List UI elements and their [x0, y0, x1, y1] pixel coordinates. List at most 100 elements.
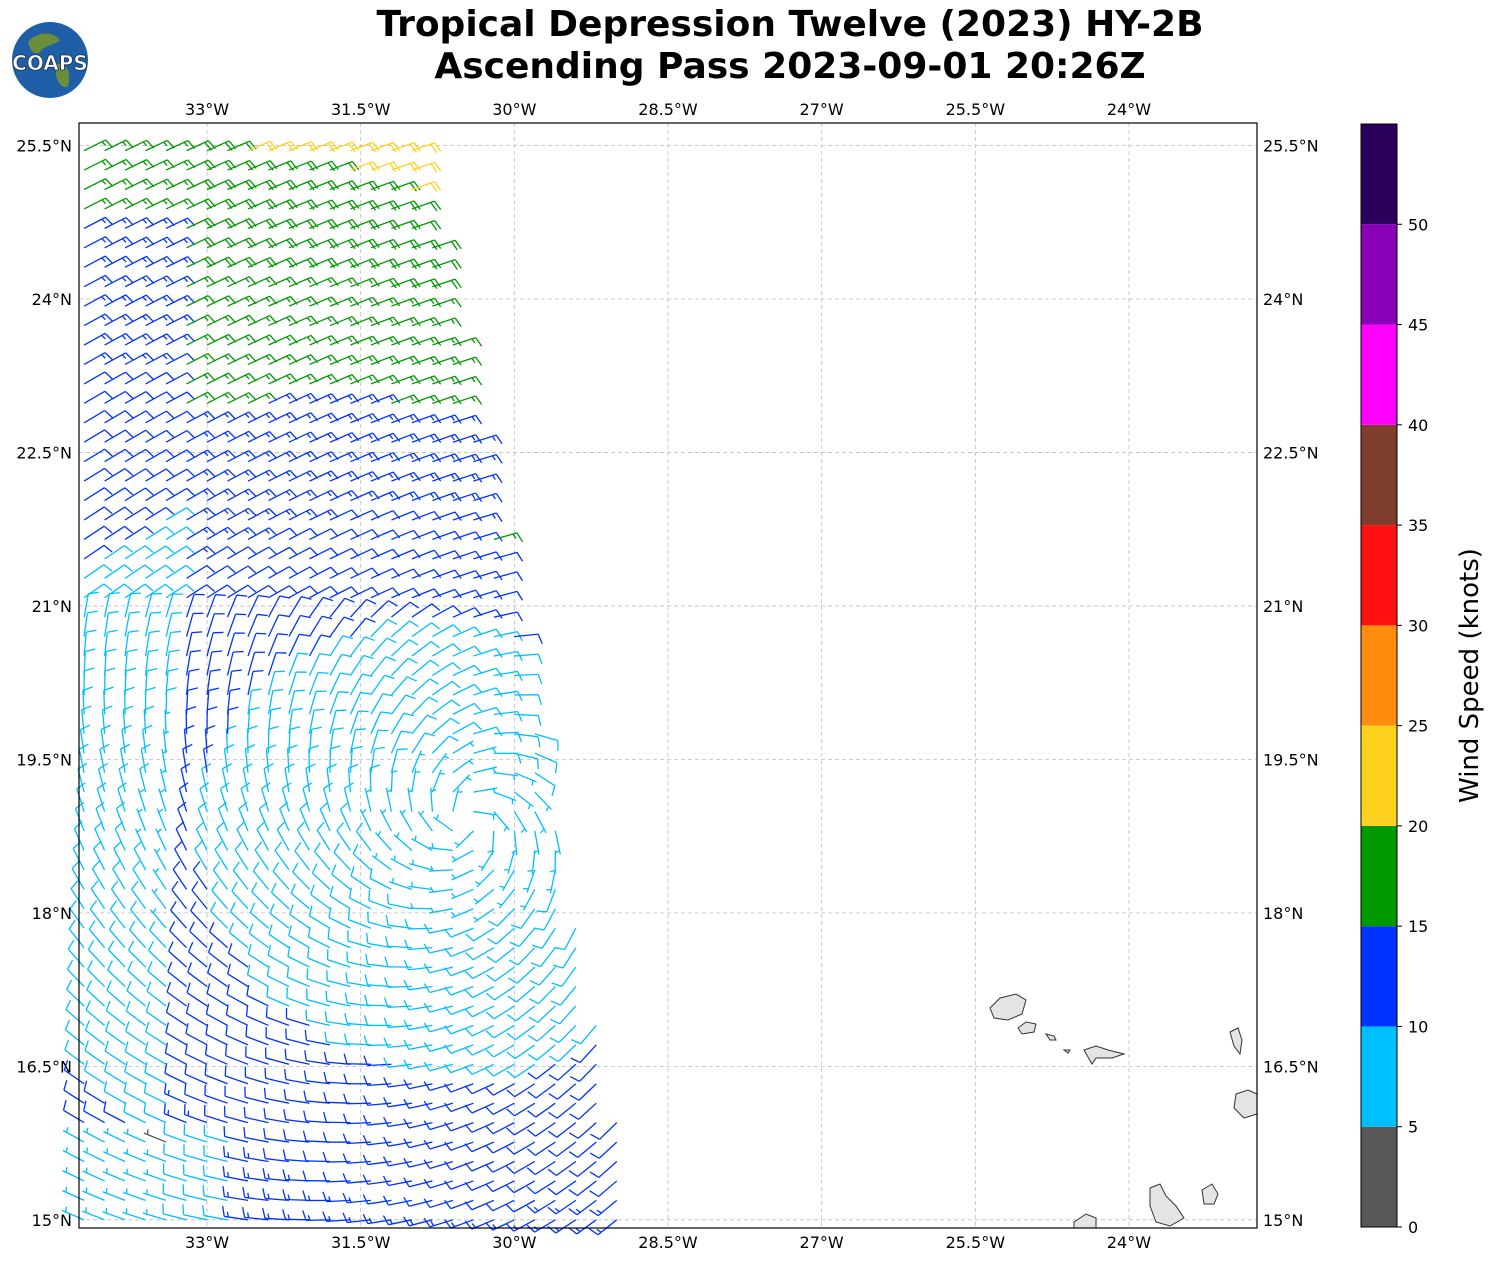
- barb-shaft: [197, 808, 208, 832]
- colorbar-bin: [1361, 525, 1397, 626]
- wind-barb: [115, 801, 126, 832]
- wind-barb: [247, 411, 278, 424]
- barb-shaft: [319, 808, 331, 832]
- wind-barb: [146, 981, 167, 1007]
- barb-shaft: [112, 868, 126, 890]
- barb-half-feather: [430, 396, 435, 402]
- barb-half-feather: [328, 1216, 332, 1222]
- barb-shaft: [370, 730, 379, 754]
- barb-feather: [294, 842, 302, 852]
- barb-shaft: [432, 492, 456, 502]
- barb-feather: [96, 782, 107, 790]
- barb-feather: [104, 274, 114, 284]
- wind-barb: [206, 594, 226, 618]
- barb-feather: [186, 449, 195, 458]
- barb-feather: [351, 161, 360, 171]
- barb-shaft: [145, 545, 167, 560]
- barb-shaft: [309, 180, 333, 191]
- wind-barb: [452, 356, 483, 367]
- plot-frame: [78, 122, 1258, 1229]
- barb-feather: [236, 594, 248, 597]
- barb-shaft: [367, 1102, 392, 1106]
- wind-barb: [104, 352, 134, 366]
- barb-shaft: [387, 985, 412, 988]
- barb-shaft: [288, 671, 297, 696]
- barb-shaft: [452, 550, 476, 560]
- wind-barb: [362, 1115, 392, 1126]
- barb-feather: [125, 667, 137, 672]
- barb-half-feather: [474, 881, 481, 885]
- barb-feather: [269, 392, 278, 402]
- wind-barb: [327, 928, 351, 949]
- wind-barb: [145, 583, 174, 599]
- wind-barb: [403, 1196, 433, 1207]
- barb-feather: [169, 649, 180, 653]
- wind-barb: [473, 706, 503, 717]
- barb-feather: [430, 221, 438, 231]
- barb-feather: [186, 430, 195, 439]
- barb-shaft: [124, 468, 147, 482]
- wind-barb: [313, 842, 331, 871]
- barb-shaft: [538, 986, 556, 1005]
- wind-barb: [186, 584, 216, 599]
- barb-feather: [475, 356, 483, 367]
- wind-barb: [83, 216, 114, 229]
- wind-barb: [350, 586, 380, 599]
- barb-feather: [141, 743, 151, 750]
- wind-barb: [252, 861, 270, 890]
- barb-shaft: [411, 603, 433, 618]
- barb-shaft: [370, 587, 394, 599]
- barb-feather: [186, 410, 196, 420]
- barb-half-feather: [105, 1168, 108, 1174]
- barb-shaft: [329, 509, 353, 521]
- barb-feather: [454, 395, 462, 405]
- barb-feather: [547, 1130, 558, 1138]
- wind-barb: [83, 583, 113, 599]
- barb-half-feather: [491, 474, 496, 480]
- barb-feather: [279, 595, 291, 599]
- barb-shaft: [104, 178, 127, 191]
- barb-half-feather: [203, 412, 209, 418]
- barb-shaft: [170, 909, 188, 929]
- barb-feather: [228, 372, 237, 382]
- wind-barb: [384, 935, 412, 949]
- wind-barb: [186, 430, 216, 443]
- barb-feather: [590, 1133, 600, 1140]
- barb-shaft: [452, 337, 476, 346]
- barb-feather: [227, 391, 237, 401]
- barb-feather: [104, 352, 114, 361]
- barb-shaft: [515, 1005, 536, 1022]
- barb-shaft: [391, 413, 415, 424]
- wind-barb: [509, 927, 536, 948]
- wind-barb: [165, 686, 177, 715]
- barb-shaft: [149, 929, 167, 949]
- barb-half-feather: [409, 434, 414, 440]
- barb-feather: [186, 468, 195, 477]
- wind-barb: [268, 527, 298, 540]
- barb-feather: [125, 255, 134, 265]
- wind-barb: [305, 763, 316, 793]
- barb-half-feather: [368, 298, 373, 304]
- barb-half-feather: [368, 376, 373, 381]
- barb-feather: [172, 860, 181, 870]
- wind-barb: [226, 984, 249, 1007]
- wind-barb: [464, 1180, 495, 1191]
- wind-barb: [403, 1079, 433, 1090]
- barb-half-feather: [203, 393, 209, 399]
- barb-half-feather: [122, 199, 127, 205]
- barb-shaft: [83, 352, 106, 366]
- barb-shaft: [224, 1115, 249, 1124]
- barb-half-feather: [450, 396, 455, 402]
- barb-shaft: [107, 969, 126, 988]
- wind-barb: [452, 492, 483, 502]
- wind-barb: [153, 848, 167, 871]
- barb-shaft: [226, 632, 236, 657]
- barb-shaft: [271, 891, 290, 910]
- wind-barb: [349, 691, 371, 715]
- wind-barb: [124, 1041, 146, 1065]
- barb-shaft: [164, 1072, 187, 1085]
- barb-feather: [145, 429, 154, 438]
- barb-feather: [507, 995, 517, 1003]
- wind-barb: [464, 1141, 495, 1153]
- barb-shaft: [347, 1002, 372, 1007]
